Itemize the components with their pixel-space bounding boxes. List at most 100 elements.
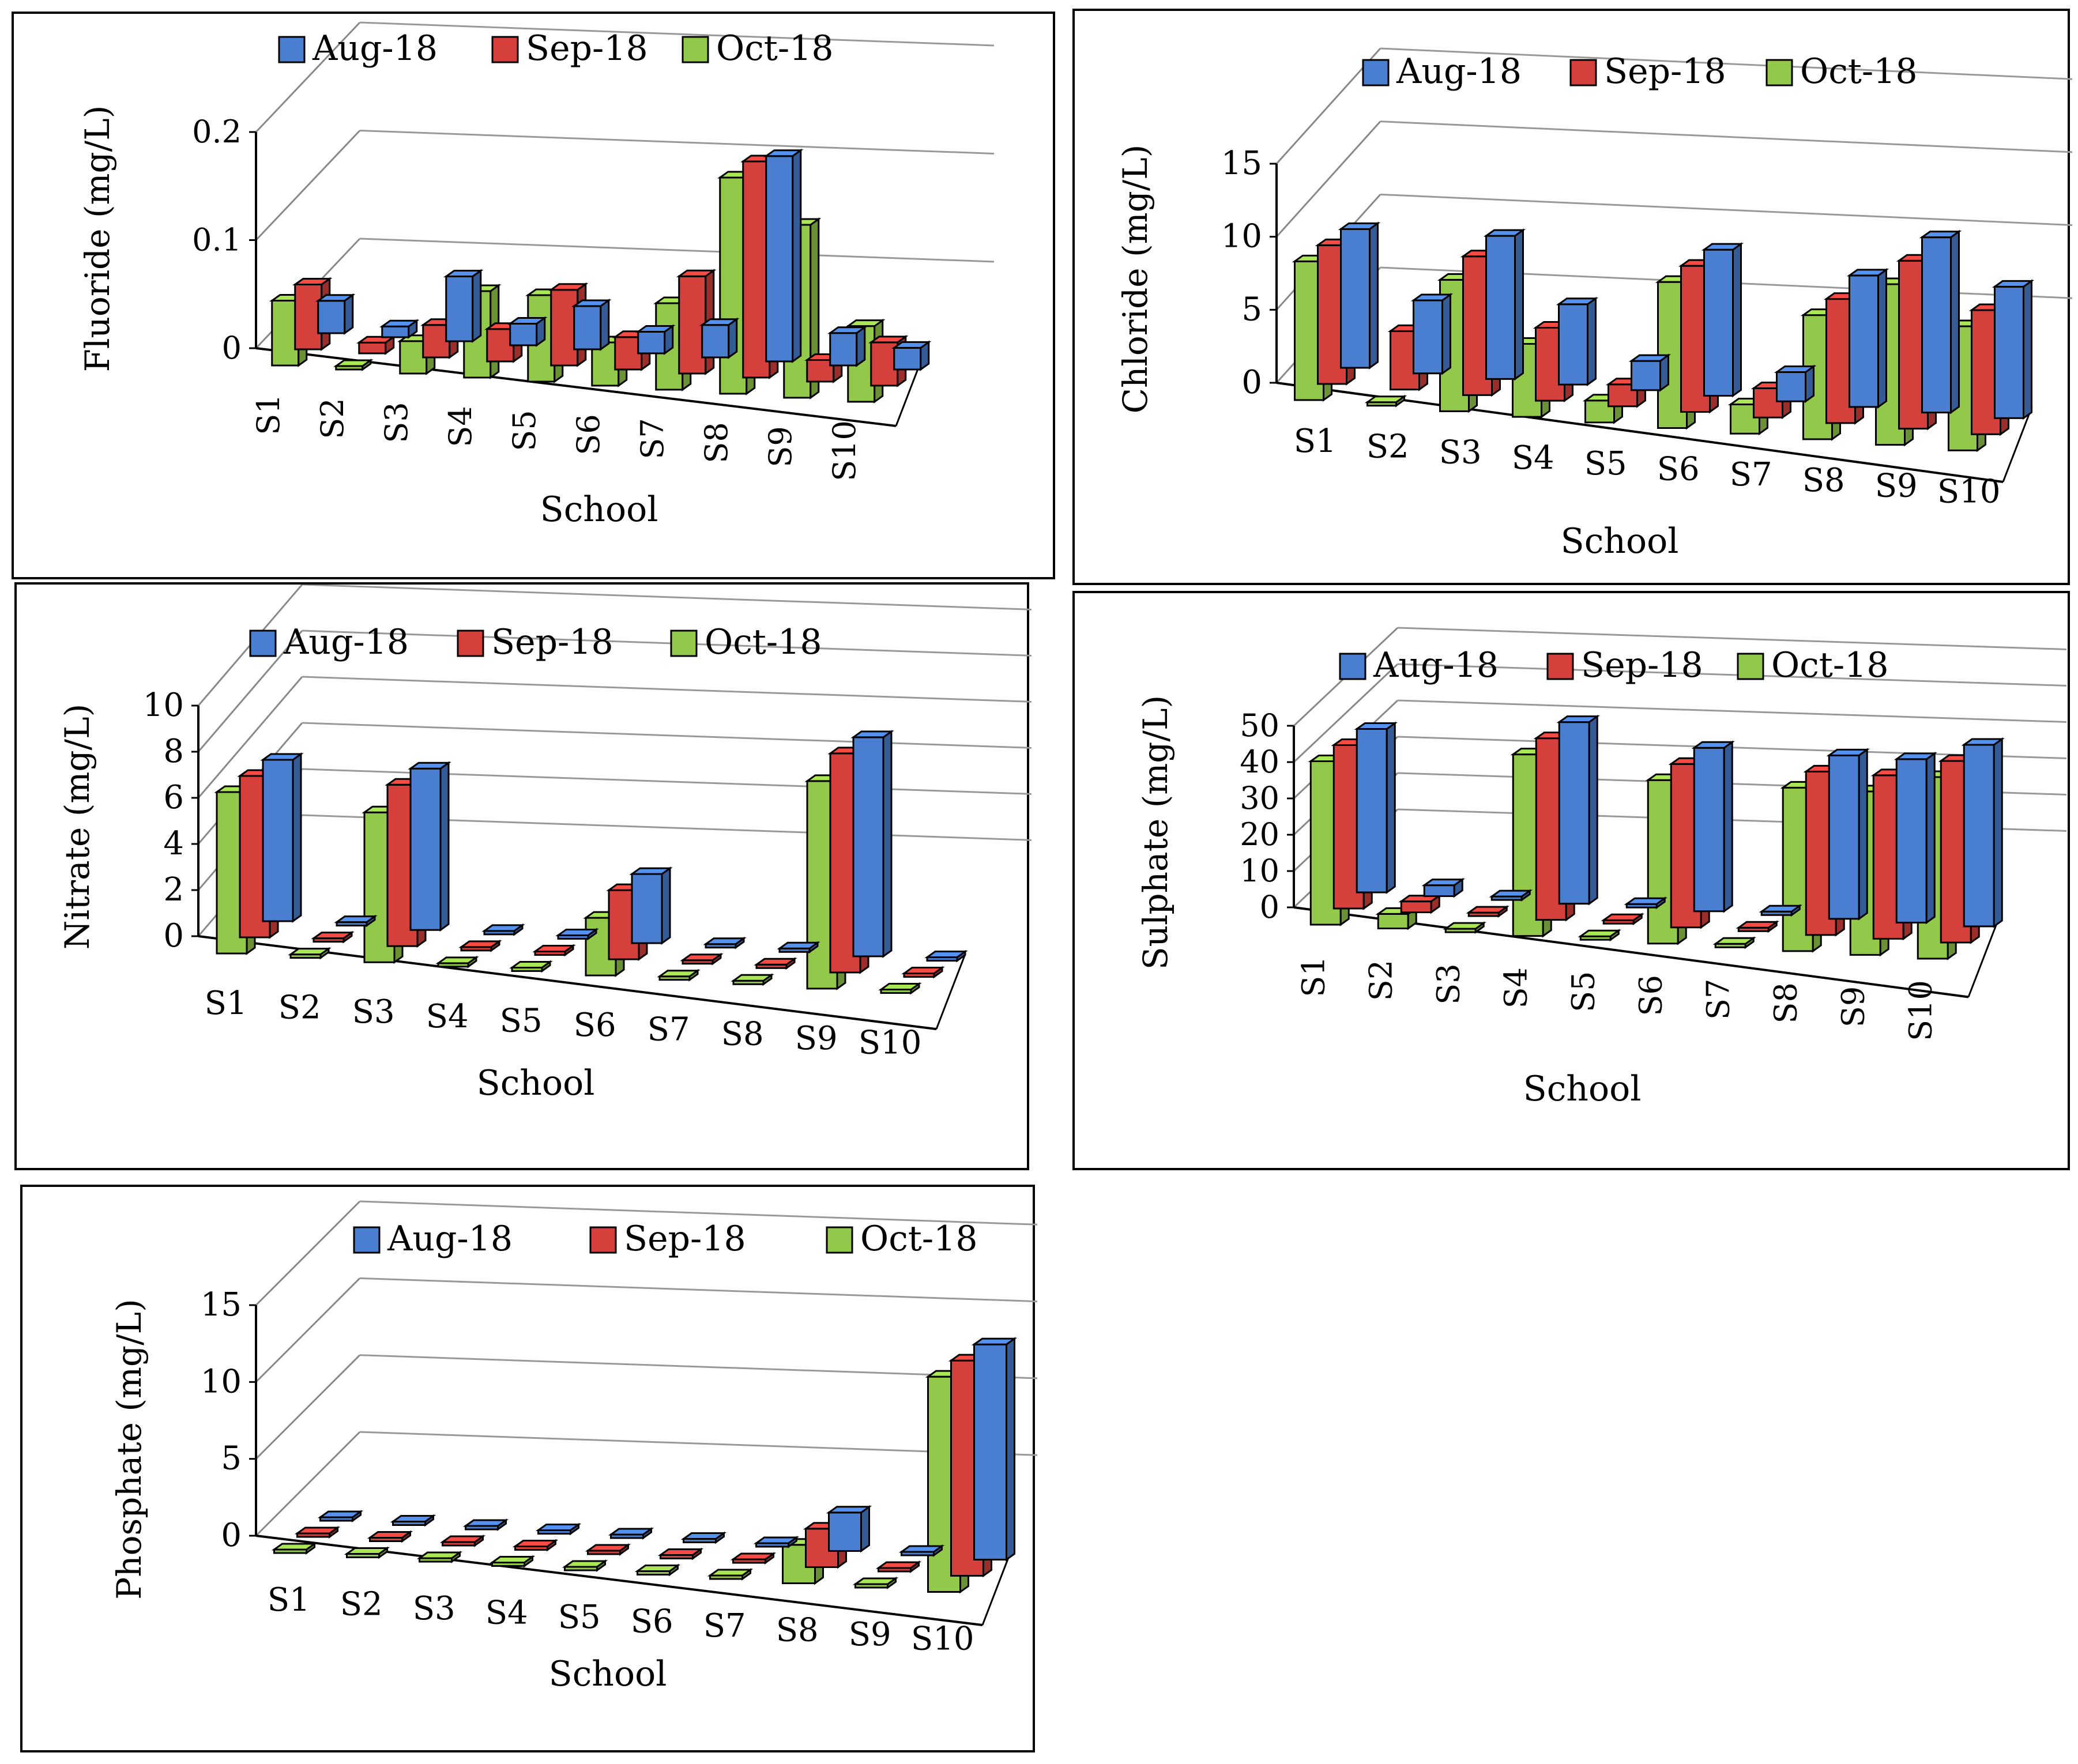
bar-top [585,1544,631,1552]
x-tick-label: S9 [849,1616,891,1653]
bar-top [875,1561,922,1569]
bar-front [742,160,771,379]
legend-label: Oct-18 [1800,51,1918,92]
bar-Aug-18-S8 [1826,748,1870,921]
bar-top [509,960,553,968]
y-tick-label: 30 [1240,780,1279,816]
bar-front [1776,371,1806,402]
bar-front [399,340,428,375]
gridline [359,1200,1037,1226]
bar-front [973,1343,1007,1561]
chart-root: 0 5 10 15 S1 S2 S3 S4 S5 S6 S7 S8 S9 S10 Chloride (mg/… [1116,47,2072,561]
bar-top [777,941,820,949]
bar-front [317,300,346,334]
bar-top [288,948,332,956]
bar-top [1489,889,1533,898]
legend-label: Sep-18 [491,622,613,662]
bar-front [445,275,474,342]
bar-Oct-18-S1 [271,1542,318,1555]
bar-side [792,148,802,363]
bar-Sep-18-S2 [1398,894,1442,914]
bar-side [882,730,893,958]
fluoride-chart-panel: 0 0.1 0.2 S1 S2 S3 S4 S5 S6 S7 S8 S9 S10 Fluoride (mg… [12,12,1055,579]
bar-top [657,970,701,978]
gridline-side [197,676,303,798]
bar-top [699,318,740,326]
bar-side [1732,242,1742,398]
bar-Aug-18-S4 [1556,714,1600,906]
x-tick-label: S1 [250,394,287,435]
x-tick-label: S8 [1802,462,1845,499]
bar-Aug-18-S9 [827,325,868,367]
x-tick-label: S3 [352,993,395,1031]
gridline [1380,193,2072,227]
bar-Aug-18-S1 [260,752,304,923]
legend-label: Aug-18 [1396,51,1522,92]
bar-side [1993,737,2003,928]
bar-side [600,299,610,351]
bar-top [1691,741,1735,749]
chloride-chart-panel: 0 5 10 15 S1 S2 S3 S4 S5 S6 S7 S8 S9 S10 Chloride (mg/… [1072,9,2072,585]
legend-label: Aug-18 [312,28,438,69]
y-tick-label: 40 [1240,744,1279,780]
bar-Aug-18-S1 [1354,721,1398,894]
bar-Oct-18-S9 [852,1577,899,1589]
bar-Oct-18-S4 [435,955,479,968]
nitrate-chart-panel: 0 2 4 6 8 10 S1 S2 S3 S4 S5 S6 S7 S8 S9 S10 Nitrate (mg/… [14,582,1032,1170]
bar-Aug-18-S6 [635,324,676,355]
legend-swatch [457,630,484,657]
y-axis-label: Sulphate (mg/L) [1136,695,1175,970]
y-tick-label: 0 [1241,364,1262,401]
bar-front [1558,721,1590,905]
bar-side [1006,1337,1015,1562]
bar-side [1441,293,1451,375]
y-tick-label: 4 [163,825,184,862]
bar-top [1556,297,1599,306]
bar-top [1712,937,1756,945]
legend-label: Aug-18 [283,622,409,662]
y-tick-label: 0.1 [192,222,242,258]
bar-top [1736,921,1779,929]
x-tick-label: S7 [703,1607,746,1645]
bar-Sep-18-S9 [875,1561,922,1573]
x-tick-label: S10 [1903,980,1939,1041]
bar-front [1921,236,1952,414]
bar-Aug-18-S2 [1421,877,1465,898]
gridline-side [1293,663,1399,763]
bar-Sep-18-S4 [458,939,502,952]
bar-Aug-18-S9 [850,730,894,958]
bar-side [1369,221,1379,370]
bar-front [1400,900,1432,914]
y-axis-label: Chloride (mg/L) [1116,145,1155,414]
bar-Sep-18-S2 [356,335,397,355]
bar-top [901,967,945,975]
x-tick-label: S1 [1296,956,1332,997]
x-tick-label: S10 [1937,473,2001,510]
bar-Aug-18-S7 [1774,364,1817,404]
bar-front [1356,728,1388,894]
bar-top [1364,395,1407,404]
bar-side [1950,229,1960,414]
bar-Aug-18-S4 [507,316,548,347]
x-tick-label: S8 [1768,982,1804,1023]
legend-swatch [826,1226,853,1254]
bar-front [1849,274,1879,408]
bar-Sep-18-S5 [532,944,576,957]
bar-Oct-18-S2 [344,1546,390,1559]
bar-Aug-18-S6 [1691,740,1735,913]
bar-top [634,1564,681,1572]
bar-Aug-18-S7 [699,317,740,359]
bar-Aug-18-S6 [629,866,673,945]
bar-top [1992,280,2035,288]
bar-top [1466,906,1509,914]
x-tick-label: S1 [205,985,247,1022]
bar-top [1701,243,1744,251]
bar-Oct-18-S4 [489,1555,536,1568]
bar-front [1895,758,1928,924]
legend-label: Sep-18 [1581,645,1703,685]
legend-label: Aug-18 [1373,645,1499,685]
y-tick-label: 0.2 [192,114,242,150]
x-tick-label: S2 [314,398,351,439]
bar-top [827,326,868,334]
